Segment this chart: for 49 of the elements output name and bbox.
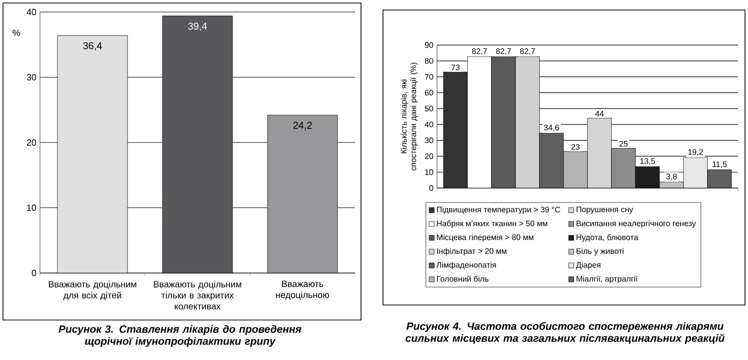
data-label: 39,4 (188, 22, 207, 31)
y-tick-label: 30 (26, 74, 36, 80)
y-axis-title: % (12, 30, 20, 36)
data-label: 23 (571, 144, 580, 150)
data-label: 24,2 (293, 122, 312, 130)
legend-label: Місцева гіперемія > 80 мм (437, 234, 534, 242)
data-label: 82,7 (520, 48, 535, 55)
data-label: 25 (619, 140, 628, 147)
text: Рисунок 4. Частота особистого спостереження лікарями сильних місцевих та загальних післявакцинальних реакцій (406, 322, 725, 344)
x-tick-label: Вважають доцільним тільки в закритих колективах (154, 280, 242, 310)
legend-label: Підвищення температури > 39 °C (437, 206, 560, 214)
data-label: 19,2 (688, 149, 703, 156)
x-tick-label: Вважають доцільним для всіх дітей (48, 280, 136, 300)
y-tick-label: 60 (424, 90, 434, 96)
legend-label: Біль у животі (576, 248, 624, 256)
legend-label: Міалгії, артралгії (576, 276, 638, 284)
y-tick-label: 10 (425, 169, 434, 175)
data-label: 82,7 (472, 48, 487, 55)
y-tick-label: 0 (429, 185, 434, 191)
y-tick-label: 0 (32, 270, 36, 276)
y-axis-title: Кількість лікарів, які спостерігали дані реакції (%) (400, 62, 418, 170)
data-label: 3,8 (666, 174, 677, 180)
data-label: 82,7 (496, 48, 511, 55)
data-label: 34,6 (544, 124, 559, 132)
legend-label: Набряк м’яких тканин > 50 мм (437, 220, 548, 228)
data-label: 44 (595, 110, 604, 116)
y-tick-label: 30 (424, 138, 434, 144)
legend-label: Лімфаденопатія (436, 262, 496, 270)
legend-label: Порушення сну (576, 206, 634, 214)
y-tick-label: 20 (26, 139, 36, 146)
y-tick-label: 10 (27, 204, 36, 211)
data-label: 11,5 (712, 162, 727, 168)
y-tick-label: 90 (424, 42, 434, 48)
data-label: 13,5 (640, 158, 655, 165)
legend-label: Головний біль (437, 276, 488, 282)
x-tick-label: Вважають недоцільною (276, 280, 330, 300)
legend-label: Нудота, блювота (576, 234, 638, 242)
legend-label: Діарея (576, 262, 600, 270)
y-tick-label: 50 (424, 106, 434, 112)
legend-label: Висипання неалергічного генезу (576, 220, 696, 228)
text: Рисунок 3. Ставлення лікарів до проведення щорічної імунопрофілактики грипу (58, 325, 302, 347)
y-tick-label: 20 (424, 153, 434, 160)
data-label: 36,4 (83, 42, 102, 50)
y-tick-label: 40 (424, 122, 434, 128)
y-tick-label: 80 (424, 58, 434, 64)
y-tick-label: 40 (26, 8, 36, 16)
legend-label: Інфільтрат > 20 мм (437, 248, 506, 256)
data-label: 73 (451, 64, 460, 70)
y-tick-label: 70 (424, 74, 434, 80)
